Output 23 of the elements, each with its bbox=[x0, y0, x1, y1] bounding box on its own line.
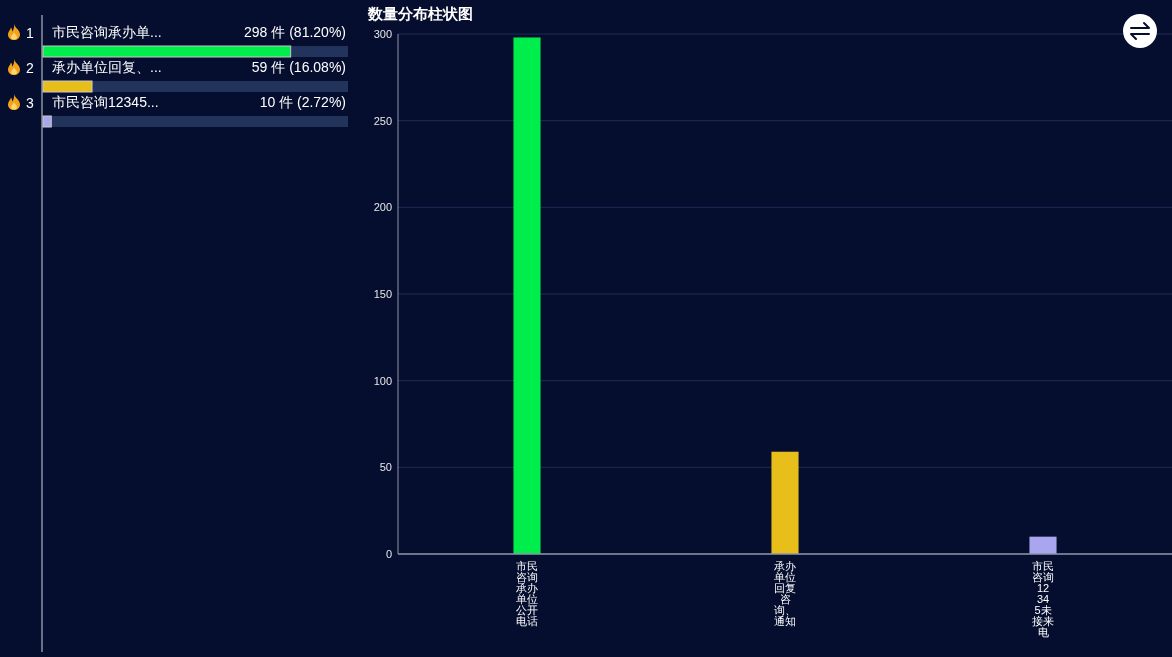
data-label: 59 件 (16.08%) bbox=[251, 59, 346, 75]
x-tick-label: 市民咨询承办单位公开电话 bbox=[516, 560, 538, 627]
x-tick-label: 承办单位回复咨询、通知 bbox=[774, 560, 796, 627]
bar bbox=[513, 37, 541, 554]
y-tick-label: 0 bbox=[385, 547, 392, 560]
y-tick-label: 200 bbox=[373, 201, 392, 214]
bar bbox=[771, 451, 799, 554]
y-tick-label: 承办单位回复、... bbox=[52, 59, 162, 75]
y-tick-label: 150 bbox=[373, 287, 392, 300]
data-label: 10 件 (2.72%) bbox=[259, 94, 346, 110]
text: 3 bbox=[26, 95, 34, 111]
y-tick-label: 50 bbox=[379, 461, 392, 474]
text: 2 bbox=[26, 60, 34, 76]
data-label: 298 件 (81.20%) bbox=[244, 24, 346, 40]
chart-title: 数量分布柱状图 bbox=[367, 5, 473, 22]
y-tick-label: 市民咨询12345... bbox=[52, 94, 159, 110]
y-tick-label: 100 bbox=[373, 374, 392, 387]
y-tick-label: 250 bbox=[373, 114, 392, 127]
y-tick-label: 300 bbox=[373, 27, 392, 40]
text: 1 bbox=[26, 25, 34, 41]
x-tick-label: 市民咨询12345未接来电 bbox=[1032, 560, 1054, 638]
y-tick-label: 市民咨询承办单... bbox=[52, 24, 162, 40]
bar bbox=[1029, 536, 1057, 554]
